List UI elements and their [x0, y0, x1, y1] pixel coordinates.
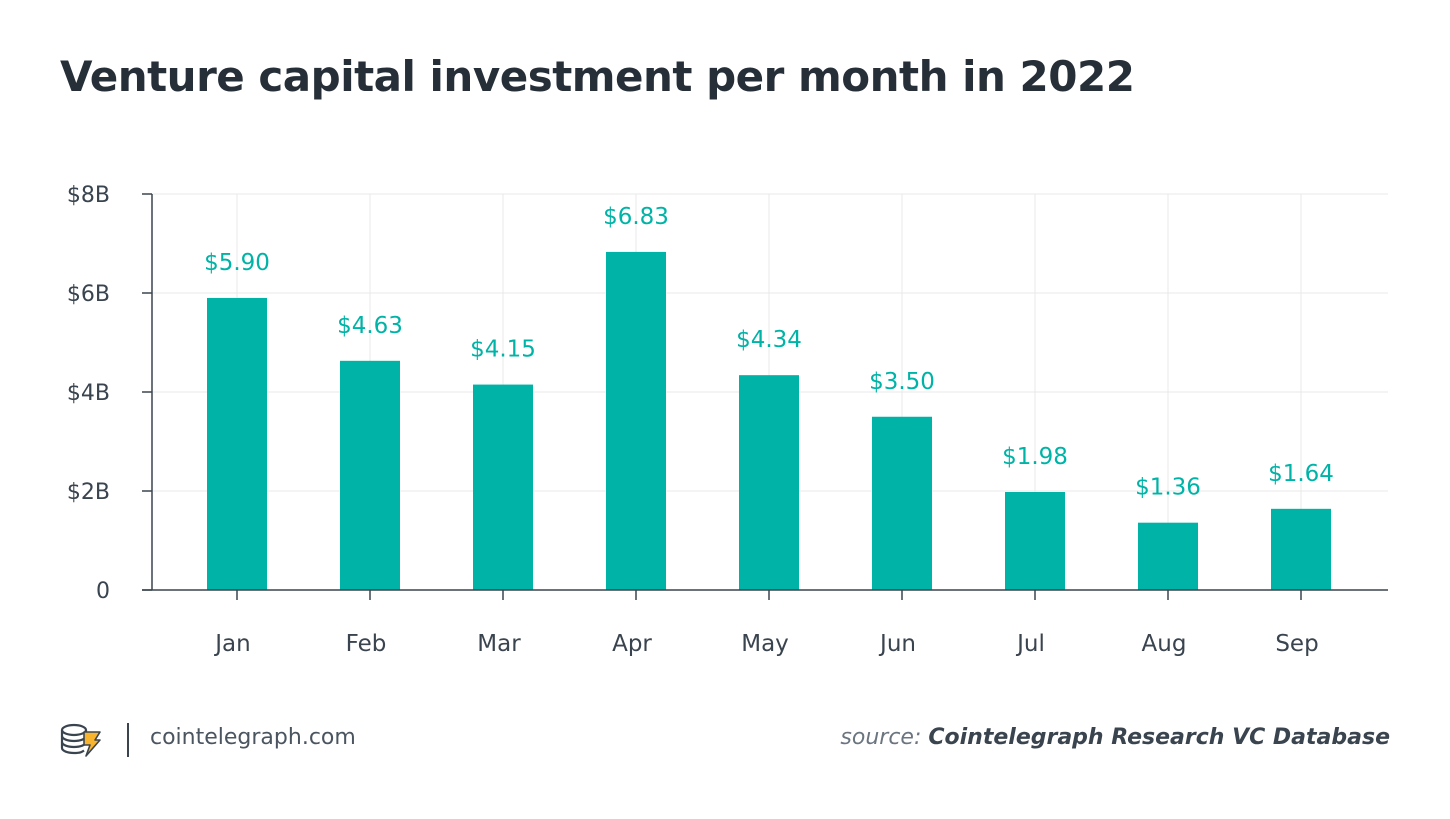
x-tick-label: Apr	[612, 631, 652, 657]
bar	[739, 375, 799, 590]
x-tick-label: Sep	[1275, 631, 1318, 657]
footer-divider	[127, 723, 129, 757]
data-labels: $5.90 $4.63 $4.15 $6.83 $4.34 $3.50 $1.98 $1.36…	[204, 204, 1334, 501]
bar-chart: 0 $2B $4B $6B $8B Jan Feb Mar Apr May Jun Jul Aug Sep…	[67, 183, 1388, 657]
source-prefix: source:	[840, 725, 922, 750]
data-label: $6.83	[603, 204, 669, 230]
source-name: Cointelegraph Research VC Database	[928, 725, 1390, 750]
chart-title: Venture capital investment per month in …	[60, 52, 1135, 101]
data-label: $3.50	[869, 369, 935, 395]
y-tick-label: $4B	[67, 381, 110, 406]
data-label: $4.63	[337, 313, 403, 339]
site-name: cointelegraph.com	[150, 725, 356, 750]
bar	[1271, 508, 1331, 590]
x-tick-label: May	[741, 631, 789, 657]
data-label: $4.15	[470, 337, 536, 363]
bar	[1005, 491, 1065, 590]
bar	[606, 251, 666, 591]
x-tick-label: Jan	[213, 631, 250, 657]
y-tick-label: 0	[96, 579, 110, 604]
y-tick-label: $6B	[67, 282, 110, 307]
bar	[872, 416, 932, 590]
y-tick-label: $8B	[67, 183, 110, 208]
x-tick-label: Jul	[1015, 631, 1045, 657]
data-label: $1.36	[1135, 475, 1201, 501]
y-tick-label: $2B	[67, 480, 110, 505]
x-tick-label: Jun	[878, 631, 916, 657]
bar	[1138, 522, 1198, 590]
axes: 0 $2B $4B $6B $8B Jan Feb Mar Apr May Jun Jul Aug Sep	[67, 183, 1388, 657]
data-label: $4.34	[736, 327, 802, 353]
data-label: $5.90	[204, 250, 270, 276]
source-credit: source: Cointelegraph Research VC Databa…	[840, 725, 1390, 750]
data-label: $1.98	[1002, 444, 1068, 470]
cointelegraph-coins-logo-icon	[60, 723, 101, 757]
data-label: $1.64	[1268, 461, 1334, 487]
bars	[207, 251, 1331, 591]
x-tick-label: Feb	[346, 631, 387, 657]
bar	[473, 384, 533, 590]
bar	[207, 297, 267, 590]
footer: cointelegraph.com source: Cointelegraph …	[0, 715, 1450, 765]
x-tick-label: Mar	[477, 631, 521, 657]
x-tick-label: Aug	[1142, 631, 1187, 657]
bar	[340, 360, 400, 590]
